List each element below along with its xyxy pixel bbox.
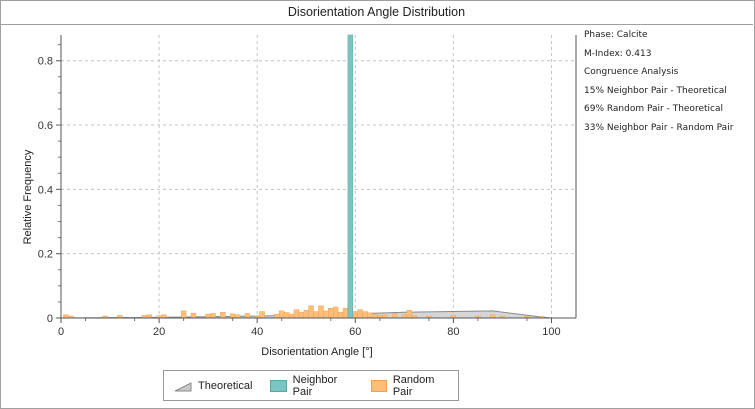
x-tick-label: 80 (447, 326, 459, 338)
legend-label-neighbor-pair: Neighbor Pair (293, 374, 353, 398)
random-pair-bar (294, 310, 299, 318)
y-axis-label: Relative Frequency (22, 149, 34, 244)
congruence-line-1: 15% Neighbor Pair - Theoretical (584, 86, 733, 105)
axes: 0 20 40 60 80 100 0 0.2 0.4 0.6 0.8 (38, 35, 576, 338)
random-pair-bar (319, 306, 324, 318)
congruence-heading: Congruence Analysis (584, 67, 733, 86)
random-pair-bar (323, 311, 328, 318)
x-tick-label: 0 (58, 326, 64, 338)
chart-legend: Theoretical Neighbor Pair Random Pair (163, 370, 459, 401)
x-tick-label: 60 (349, 326, 361, 338)
y-tick-label: 0.8 (38, 56, 53, 68)
legend-label-theoretical: Theoretical (198, 380, 252, 392)
neighbor-pair-series (348, 35, 353, 318)
phase-label: Phase: Calcite (584, 30, 733, 49)
random-pair-bar (245, 313, 250, 318)
y-tick-label: 0.6 (38, 120, 53, 132)
random-pair-bar (368, 313, 373, 318)
random-pair-bar (304, 310, 309, 318)
random-pair-bar (279, 311, 284, 318)
legend-item-neighbor-pair[interactable]: Neighbor Pair (270, 374, 352, 398)
x-tick-label: 20 (153, 326, 165, 338)
random-pair-bar (274, 314, 279, 318)
random-pair-bar (314, 312, 319, 318)
random-pair-bar (206, 314, 211, 318)
congruence-line-3: 33% Neighbor Pair - Random Pair (584, 123, 733, 142)
random-pair-bar (309, 306, 314, 318)
legend-item-theoretical[interactable]: Theoretical (174, 380, 252, 392)
y-tick-label: 0.4 (38, 184, 53, 196)
x-tick-label: 40 (251, 326, 263, 338)
random-pair-bar (260, 312, 265, 318)
random-pair-bar (328, 308, 333, 318)
random-pair-bar (333, 307, 338, 318)
neighbor-pair-swatch-icon (270, 380, 286, 392)
neighbor-pair-bar (348, 35, 353, 318)
random-pair-bar (299, 312, 304, 318)
plot-area: 0 20 40 60 80 100 0 0.2 0.4 0.6 0.8 Disorientation… (0, 25, 577, 380)
random-pair-bar (392, 313, 397, 318)
y-tick-label: 0 (47, 313, 53, 325)
random-pair-bar (363, 312, 368, 318)
chart-svg: 0 20 40 60 80 100 0 0.2 0.4 0.6 0.8 Disorientation… (0, 25, 577, 380)
congruence-line-2: 69% Random Pair - Theoretical (584, 104, 733, 123)
m-index-label: M-Index: 0.413 (584, 49, 733, 68)
y-tick-label: 0.2 (38, 249, 53, 261)
statistics-panel: Phase: Calcite M-Index: 0.413 Congruence… (584, 30, 733, 141)
random-pair-bar (191, 313, 196, 318)
random-pair-bar (407, 310, 412, 318)
random-pair-bar (230, 314, 235, 318)
random-pair-bar (338, 312, 343, 318)
gridlines (61, 35, 576, 318)
random-pair-bar (284, 313, 289, 318)
x-axis-label: Disorientation Angle [°] (261, 346, 372, 358)
random-pair-bar (211, 313, 216, 318)
theoretical-swatch-icon (174, 380, 192, 392)
legend-item-random-pair[interactable]: Random Pair (371, 374, 450, 398)
random-pair-bar (343, 308, 348, 318)
chart-title: Disorientation Angle Distribution (0, 0, 753, 25)
random-pair-bar (181, 311, 186, 318)
x-tick-label: 100 (542, 326, 560, 338)
random-pair-bar (220, 312, 225, 318)
random-pair-bar (353, 312, 358, 318)
random-pair-bar (358, 310, 363, 318)
random-pair-swatch-icon (371, 380, 387, 392)
random-pair-bar (289, 314, 294, 318)
legend-label-random-pair: Random Pair (393, 374, 450, 398)
